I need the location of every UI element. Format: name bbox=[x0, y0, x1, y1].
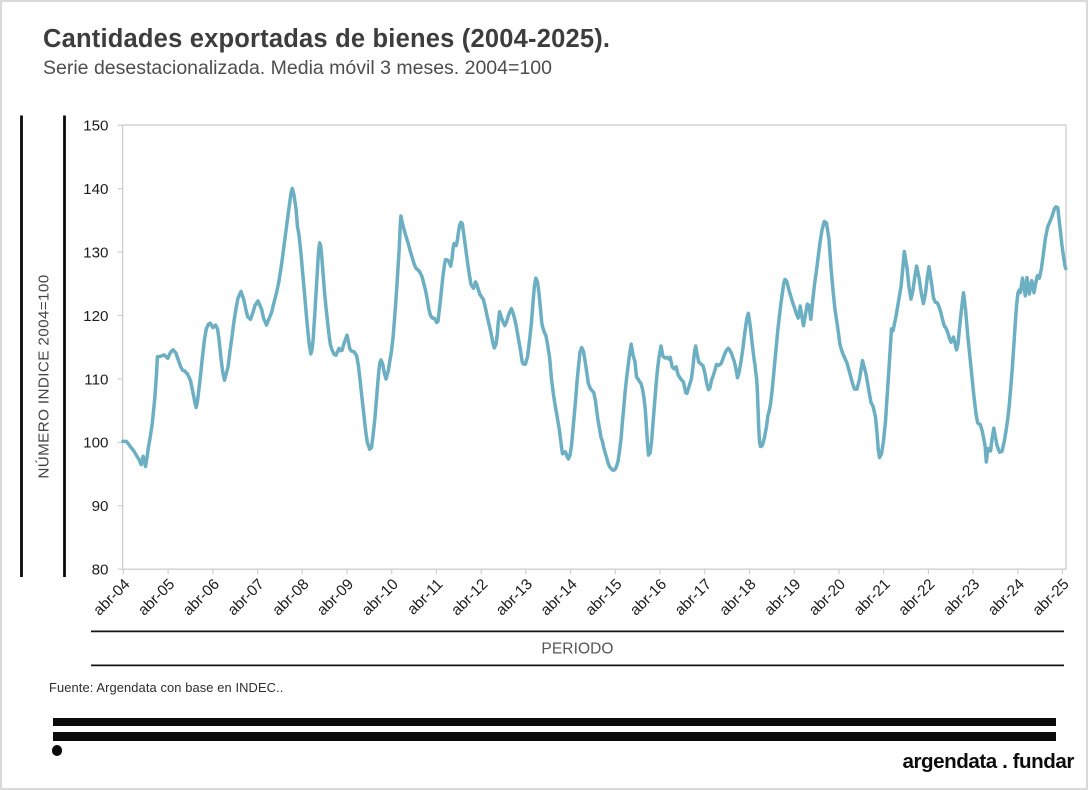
svg-text:110: 110 bbox=[84, 371, 108, 388]
svg-text:PERIODO: PERIODO bbox=[541, 641, 613, 658]
svg-text:abr-17: abr-17 bbox=[672, 576, 715, 619]
svg-text:90: 90 bbox=[92, 498, 109, 515]
svg-text:120: 120 bbox=[83, 308, 108, 325]
svg-text:abr-20: abr-20 bbox=[806, 576, 849, 619]
svg-text:abr-15: abr-15 bbox=[582, 576, 625, 619]
svg-text:abr-21: abr-21 bbox=[850, 576, 893, 619]
svg-text:abr-07: abr-07 bbox=[224, 576, 267, 619]
svg-text:abr-08: abr-08 bbox=[269, 576, 312, 619]
svg-text:140: 140 bbox=[83, 181, 108, 198]
svg-text:100: 100 bbox=[83, 435, 108, 452]
svg-text:80: 80 bbox=[92, 562, 109, 579]
svg-text:abr-11: abr-11 bbox=[404, 576, 446, 618]
svg-text:abr-06: abr-06 bbox=[180, 576, 223, 619]
svg-text:abr-04: abr-04 bbox=[90, 575, 134, 619]
svg-text:abr-12: abr-12 bbox=[448, 576, 491, 619]
svg-text:NÚMERO INDICE 2004=100: NÚMERO INDICE 2004=100 bbox=[36, 274, 53, 478]
svg-text:abr-13: abr-13 bbox=[493, 576, 536, 619]
svg-text:130: 130 bbox=[83, 244, 108, 261]
svg-text:150: 150 bbox=[83, 118, 108, 135]
svg-text:abr-10: abr-10 bbox=[359, 576, 402, 619]
svg-text:abr-19: abr-19 bbox=[761, 576, 804, 619]
svg-text:abr-09: abr-09 bbox=[314, 576, 357, 619]
svg-text:abr-16: abr-16 bbox=[627, 576, 670, 619]
svg-text:abr-22: abr-22 bbox=[895, 576, 938, 619]
svg-text:abr-25: abr-25 bbox=[1029, 576, 1072, 619]
svg-text:abr-14: abr-14 bbox=[537, 575, 581, 619]
svg-text:abr-05: abr-05 bbox=[135, 576, 178, 619]
svg-text:abr-24: abr-24 bbox=[985, 575, 1029, 619]
svg-text:abr-18: abr-18 bbox=[716, 576, 759, 619]
svg-text:abr-23: abr-23 bbox=[940, 576, 983, 619]
